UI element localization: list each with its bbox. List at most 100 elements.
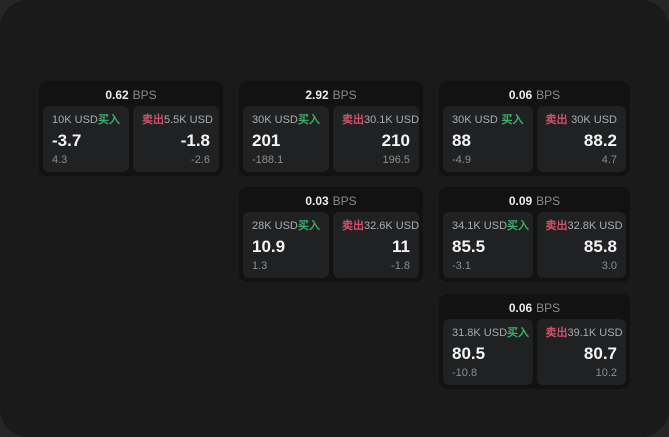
sell-tag: 卖出 bbox=[342, 220, 364, 232]
buy-price: 85.5 bbox=[452, 236, 486, 256]
bps-value: 0.06 bbox=[508, 301, 533, 315]
quote-sides: 28K USD 买入 10.9 1.3 卖出 32.6K USD 11 -1.8 bbox=[243, 212, 419, 278]
sell-tag: 卖出 bbox=[545, 327, 568, 339]
buy-quote-tile[interactable]: 30K USD 买入 201 -188.1 bbox=[243, 106, 329, 172]
buy-amount: 34.1K USD bbox=[452, 220, 508, 232]
buy-tag: 买入 bbox=[507, 220, 530, 232]
buy-price: 88 bbox=[452, 130, 471, 150]
sell-quote-tile[interactable]: 卖出 30K USD 88.2 4.7 bbox=[536, 106, 626, 172]
buy-top-row: 30K USD 买入 bbox=[452, 114, 524, 126]
bps-unit-label: BPS bbox=[536, 301, 561, 315]
quote-card: 2.92 BPS 30K USD 买入 201 -188.1 卖出 30.1K … bbox=[239, 81, 423, 176]
quote-card: 0.06 BPS 31.8K USD 买入 80.5 -10.8 卖出 39.1… bbox=[439, 294, 630, 389]
quote-sides: 30K USD 买入 201 -188.1 卖出 30.1K USD 210 1… bbox=[243, 106, 419, 172]
sell-quote-tile[interactable]: 卖出 30.1K USD 210 196.5 bbox=[333, 106, 419, 172]
buy-amount: 28K USD bbox=[252, 220, 298, 232]
buy-delta: 1.3 bbox=[252, 260, 268, 272]
quote-card: 0.03 BPS 28K USD 买入 10.9 1.3 卖出 32.6K US… bbox=[239, 187, 423, 282]
quote-sides: 34.1K USD 买入 85.5 -3.1 卖出 32.8K USD 85.8… bbox=[443, 212, 626, 278]
sell-amount: 5.5K USD bbox=[164, 114, 213, 126]
bps-unit-label: BPS bbox=[536, 88, 561, 102]
sell-price: 210 bbox=[381, 130, 410, 150]
sell-delta: 4.7 bbox=[601, 154, 617, 166]
buy-price: 10.9 bbox=[252, 236, 286, 256]
buy-delta: -3.1 bbox=[452, 260, 471, 272]
buy-amount: 30K USD bbox=[252, 114, 298, 126]
quote-sides: 31.8K USD 买入 80.5 -10.8 卖出 39.1K USD 80.… bbox=[443, 319, 626, 385]
card-header: 0.62 BPS bbox=[43, 85, 219, 106]
sell-amount: 32.6K USD bbox=[364, 220, 420, 232]
sell-amount: 39.1K USD bbox=[567, 327, 623, 339]
bps-unit-label: BPS bbox=[132, 88, 157, 102]
buy-top-row: 34.1K USD 买入 bbox=[452, 220, 529, 232]
buy-quote-tile[interactable]: 10K USD 买入 -3.7 4.3 bbox=[43, 106, 129, 172]
sell-delta: -2.6 bbox=[191, 154, 210, 166]
quote-card: 0.62 BPS 10K USD 买入 -3.7 4.3 卖出 5.5K USD… bbox=[39, 81, 223, 176]
buy-quote-tile[interactable]: 28K USD 买入 10.9 1.3 bbox=[243, 212, 329, 278]
sell-delta: 196.5 bbox=[382, 154, 410, 166]
quote-card: 0.06 BPS 30K USD 买入 88 -4.9 卖出 30K USD 8… bbox=[439, 81, 630, 176]
card-header: 0.09 BPS bbox=[443, 191, 626, 212]
sell-delta: 3.0 bbox=[601, 260, 617, 272]
buy-quote-tile[interactable]: 34.1K USD 买入 85.5 -3.1 bbox=[443, 212, 533, 278]
bps-value: 0.62 bbox=[105, 88, 129, 102]
buy-amount: 10K USD bbox=[52, 114, 98, 126]
sell-top-row: 卖出 30.1K USD bbox=[342, 114, 419, 126]
sell-price: 80.7 bbox=[583, 343, 617, 363]
buy-delta: -188.1 bbox=[252, 154, 284, 166]
buy-amount: 30K USD bbox=[452, 114, 498, 126]
sell-price: -1.8 bbox=[180, 130, 210, 150]
bps-value: 0.06 bbox=[508, 88, 533, 102]
buy-tag: 买入 bbox=[98, 114, 120, 126]
quote-sides: 10K USD 买入 -3.7 4.3 卖出 5.5K USD -1.8 -2.… bbox=[43, 106, 219, 172]
sell-amount: 30.1K USD bbox=[364, 114, 420, 126]
bps-unit-label: BPS bbox=[332, 88, 357, 102]
buy-amount: 31.8K USD bbox=[452, 327, 508, 339]
card-header: 0.03 BPS bbox=[243, 191, 419, 212]
buy-top-row: 30K USD 买入 bbox=[252, 114, 320, 126]
sell-top-row: 卖出 30K USD bbox=[546, 114, 618, 126]
sell-tag: 卖出 bbox=[545, 220, 568, 232]
buy-tag: 买入 bbox=[507, 327, 530, 339]
buy-top-row: 10K USD 买入 bbox=[52, 114, 120, 126]
buy-delta: -4.9 bbox=[452, 154, 471, 166]
sell-tag: 卖出 bbox=[142, 114, 164, 126]
buy-delta: -10.8 bbox=[452, 367, 478, 379]
buy-price: 201 bbox=[252, 130, 281, 150]
sell-top-row: 卖出 39.1K USD bbox=[545, 327, 623, 339]
sell-quote-tile[interactable]: 卖出 39.1K USD 80.7 10.2 bbox=[536, 319, 626, 385]
quote-sides: 30K USD 买入 88 -4.9 卖出 30K USD 88.2 4.7 bbox=[443, 106, 626, 172]
buy-tag: 买入 bbox=[298, 114, 320, 126]
card-header: 0.06 BPS bbox=[443, 298, 626, 319]
sell-price: 11 bbox=[392, 236, 410, 256]
buy-price: 80.5 bbox=[452, 343, 486, 363]
bps-value: 2.92 bbox=[305, 88, 329, 102]
sell-price: 85.8 bbox=[583, 236, 617, 256]
bps-unit-label: BPS bbox=[536, 194, 561, 208]
sell-top-row: 卖出 32.8K USD bbox=[545, 220, 623, 232]
quote-card: 0.09 BPS 34.1K USD 买入 85.5 -3.1 卖出 32.8K… bbox=[439, 187, 630, 282]
sell-price: 88.2 bbox=[583, 130, 617, 150]
bps-value: 0.09 bbox=[508, 194, 533, 208]
card-header: 2.92 BPS bbox=[243, 85, 419, 106]
sell-delta: 10.2 bbox=[595, 367, 617, 379]
sell-amount: 30K USD bbox=[571, 114, 617, 126]
card-header: 0.06 BPS bbox=[443, 85, 626, 106]
buy-price: -3.7 bbox=[52, 130, 82, 150]
sell-top-row: 卖出 5.5K USD bbox=[142, 114, 213, 126]
sell-tag: 卖出 bbox=[342, 114, 364, 126]
sell-quote-tile[interactable]: 卖出 32.6K USD 11 -1.8 bbox=[333, 212, 419, 278]
bps-value: 0.03 bbox=[305, 194, 329, 208]
buy-tag: 买入 bbox=[298, 220, 320, 232]
buy-tag: 买入 bbox=[501, 114, 524, 126]
bps-unit-label: BPS bbox=[332, 194, 357, 208]
sell-quote-tile[interactable]: 卖出 32.8K USD 85.8 3.0 bbox=[536, 212, 626, 278]
buy-quote-tile[interactable]: 31.8K USD 买入 80.5 -10.8 bbox=[443, 319, 533, 385]
sell-top-row: 卖出 32.6K USD bbox=[342, 220, 419, 232]
sell-quote-tile[interactable]: 卖出 5.5K USD -1.8 -2.6 bbox=[133, 106, 219, 172]
buy-delta: 4.3 bbox=[52, 154, 68, 166]
buy-top-row: 31.8K USD 买入 bbox=[452, 327, 529, 339]
buy-quote-tile[interactable]: 30K USD 买入 88 -4.9 bbox=[443, 106, 533, 172]
sell-delta: -1.8 bbox=[391, 260, 410, 272]
